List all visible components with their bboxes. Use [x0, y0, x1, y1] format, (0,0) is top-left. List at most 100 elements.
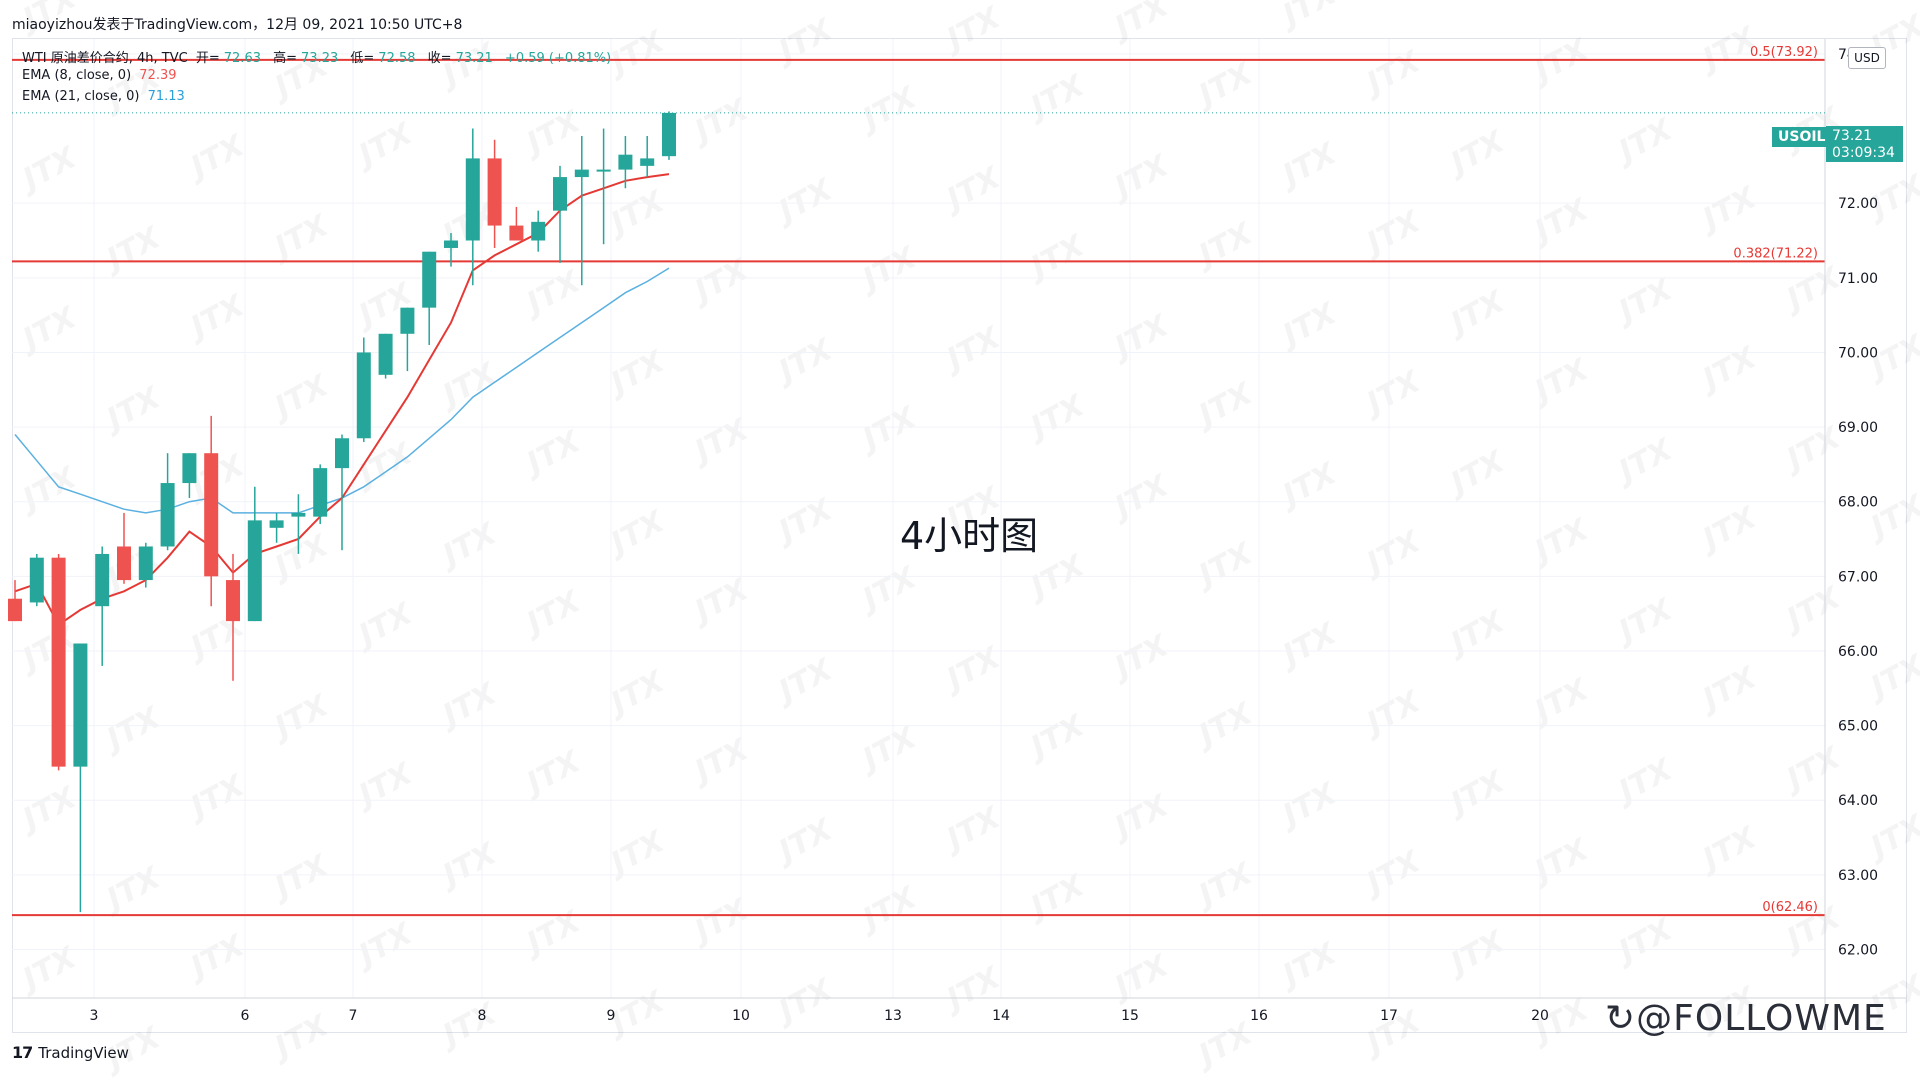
candle: [356, 337, 371, 443]
followme-watermark: ↻@FOLLOWME: [1605, 998, 1887, 1039]
candle: [51, 553, 66, 771]
watermark-text: JTX: [685, 412, 756, 472]
y-tick-label: 72.00: [1838, 196, 1878, 212]
watermark-text: JTX: [517, 744, 588, 804]
watermark-text: JTX: [937, 640, 1008, 700]
watermark-text: JTX: [769, 812, 840, 872]
candle: [269, 512, 284, 543]
candle: [95, 546, 110, 666]
watermark-text: JTX: [265, 1008, 336, 1068]
watermark-text: JTX: [1273, 296, 1344, 356]
candle: [313, 464, 328, 525]
watermark-text: JTX: [1693, 180, 1764, 240]
watermark-text: JTX: [853, 880, 924, 940]
watermark-text: JTX: [13, 780, 84, 840]
chart-frame[interactable]: [12, 38, 1907, 1033]
fib-level-label: 0.5(73.92): [1750, 45, 1818, 60]
candle-body: [574, 169, 589, 178]
watermark-text: JTX: [1525, 32, 1596, 92]
legend-open: 开= 72.63: [195, 51, 261, 66]
candle: [553, 165, 567, 263]
candle: [204, 415, 219, 607]
y-tick-label: 62.00: [1838, 942, 1878, 958]
watermark-text: JTX: [937, 800, 1008, 860]
candle: [73, 643, 88, 913]
watermark-text: JTX: [937, 160, 1008, 220]
tradingview-logo[interactable]: 17 TradingView: [12, 1043, 129, 1062]
watermark-text: JTX: [181, 288, 252, 348]
y-tick-label: 68.00: [1838, 495, 1878, 511]
candle: [400, 307, 415, 372]
candle: [640, 136, 655, 178]
watermark-text: JTX: [1105, 628, 1176, 688]
watermark-text: JTX: [1105, 148, 1176, 208]
watermark-text: JTX: [685, 572, 756, 632]
candle-body: [444, 240, 458, 248]
currency-button[interactable]: USD: [1848, 47, 1886, 69]
watermark-text: JTX: [13, 460, 84, 520]
candle: [247, 486, 262, 622]
candle-body: [160, 483, 175, 547]
candle-body: [182, 453, 197, 484]
publisher-header: miaoyizhou发表于TradingView.com，12月 09, 202…: [12, 17, 463, 33]
candle-body: [291, 512, 306, 517]
followme-text: @FOLLOWME: [1636, 998, 1887, 1039]
candle: [160, 453, 175, 551]
watermark-text: JTX: [1273, 456, 1344, 516]
watermark-text: JTX: [433, 996, 504, 1056]
watermark-text: JTX: [433, 356, 504, 416]
candle-body: [313, 468, 328, 517]
watermark-text: JTX: [1441, 124, 1512, 184]
watermark-text: JTX: [1441, 444, 1512, 504]
candle: [574, 136, 589, 286]
x-tick-label: 15: [1121, 1008, 1139, 1024]
watermark-text: JTX: [1189, 1016, 1260, 1076]
legend-instrument: WTI 原油差价合约, 4h, TVC: [22, 51, 188, 66]
legend-ema21-row[interactable]: EMA (21, close, 0) 71.13: [22, 89, 189, 104]
watermark-text: JTX: [1357, 364, 1428, 424]
candle-body: [269, 520, 284, 528]
candle: [226, 553, 240, 681]
bar-countdown: 03:09:34: [1832, 145, 1895, 161]
candle: [465, 128, 480, 286]
legend-ema8-row[interactable]: EMA (8, close, 0) 72.39: [22, 68, 181, 83]
watermark-text: JTX: [1357, 844, 1428, 904]
symbol-price-label: USOIL: [1772, 127, 1832, 147]
watermark-text: JTX: [1693, 500, 1764, 560]
followme-logo-icon: ↻: [1605, 998, 1637, 1039]
watermark-text: JTX: [1189, 216, 1260, 276]
candle: [138, 542, 153, 588]
watermark-text: JTX: [1609, 112, 1680, 172]
watermark-text: JTX: [1777, 580, 1848, 640]
watermark-text: JTX: [349, 596, 420, 656]
fib-levels: 0.5(73.92) 0.382(71.22) 0(62.46): [12, 45, 1825, 917]
watermark-text: JTX: [1021, 708, 1092, 768]
watermark-text: JTX: [97, 700, 168, 760]
candle-body: [596, 169, 611, 172]
candle-body: [640, 158, 655, 166]
candle: [8, 580, 22, 622]
watermark-text: JTX: [433, 516, 504, 576]
watermark-text: JTX: [769, 172, 840, 232]
watermark-text: JTX: [1525, 192, 1596, 252]
x-tick-label: 8: [478, 1008, 487, 1024]
legend-ema8-value: 72.39: [139, 68, 177, 83]
watermark-text: JTX: [1357, 684, 1428, 744]
fib-level-label: 0(62.46): [1762, 900, 1818, 915]
watermark-text: JTX: [685, 732, 756, 792]
watermark-text: JTX: [1105, 468, 1176, 528]
y-tick-label: 67.00: [1838, 569, 1878, 585]
watermark-text: JTX: [265, 208, 336, 268]
watermark-text: JTX: [937, 320, 1008, 380]
watermark-text: JTX: [769, 652, 840, 712]
candle-body: [8, 598, 22, 622]
watermark-text: JTX: [1105, 0, 1176, 47]
legend-close: 收= 73.21: [427, 51, 493, 66]
y-tick-label: 66.00: [1838, 644, 1878, 660]
candle-body: [138, 546, 153, 581]
watermark-text: JTX: [349, 436, 420, 496]
watermark-text: JTX: [517, 424, 588, 484]
candles: [8, 111, 676, 913]
watermark-text: JTX: [1021, 388, 1092, 448]
